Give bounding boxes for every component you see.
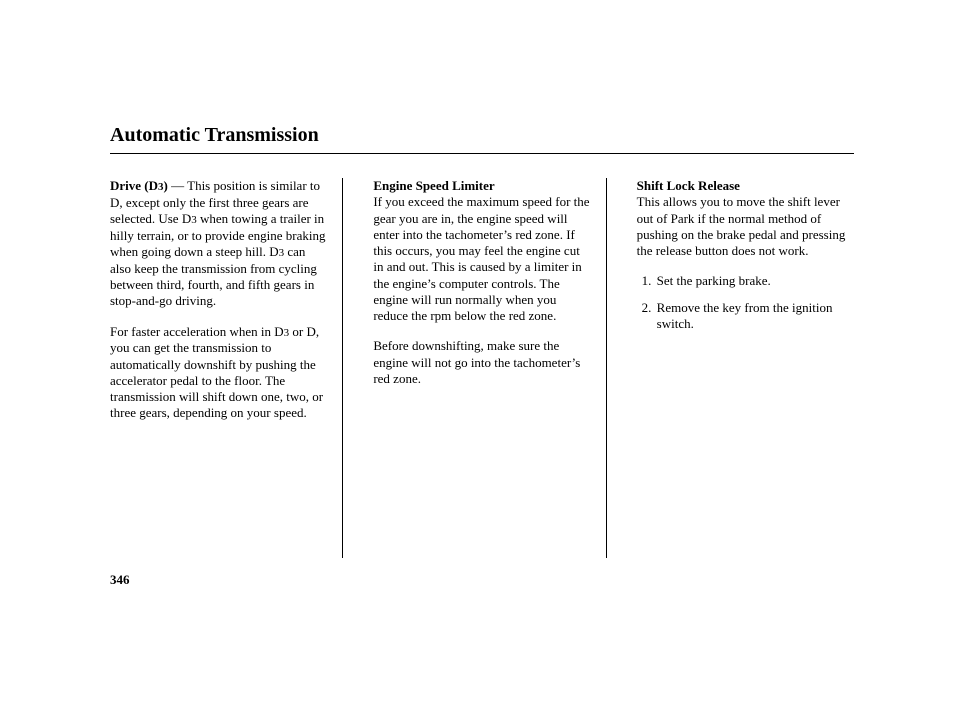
step-2: Remove the key from the ignition switch.	[655, 300, 854, 333]
page-number: 346	[110, 572, 854, 588]
col1-para1: Drive (D3) — This position is similar to…	[110, 178, 327, 310]
column-1: Drive (D3) — This position is similar to…	[110, 178, 343, 558]
engine-speed-limiter-heading: Engine Speed Limiter	[373, 178, 494, 193]
step-1: Set the parking brake.	[655, 273, 854, 289]
col1-p2-a: For faster acceleration when in D	[110, 324, 284, 339]
col2-para2: Before downshifting, make sure the engin…	[373, 338, 590, 387]
column-3: Shift Lock Release This allows you to mo…	[637, 178, 854, 558]
steps-list: Set the parking brake. Remove the key fr…	[637, 273, 854, 332]
document-page: Automatic Transmission Drive (D3) — This…	[0, 0, 954, 648]
page-title: Automatic Transmission	[110, 124, 319, 146]
columns-container: Drive (D3) — This position is similar to…	[110, 178, 854, 558]
col3-p1-body: This allows you to move the shift lever …	[637, 194, 846, 258]
col1-para2: For faster acceleration when in D3 or D,…	[110, 324, 327, 422]
column-2: Engine Speed Limiter If you exceed the m…	[373, 178, 606, 558]
col2-p1-body: If you exceed the maximum speed for the …	[373, 194, 589, 323]
title-rule: Automatic Transmission	[110, 124, 854, 154]
shift-lock-release-heading: Shift Lock Release	[637, 178, 740, 193]
drive-d3-heading-a: Drive (D	[110, 178, 158, 193]
col2-para1: Engine Speed Limiter If you exceed the m…	[373, 178, 590, 324]
col3-para1: Shift Lock Release This allows you to mo…	[637, 178, 854, 259]
